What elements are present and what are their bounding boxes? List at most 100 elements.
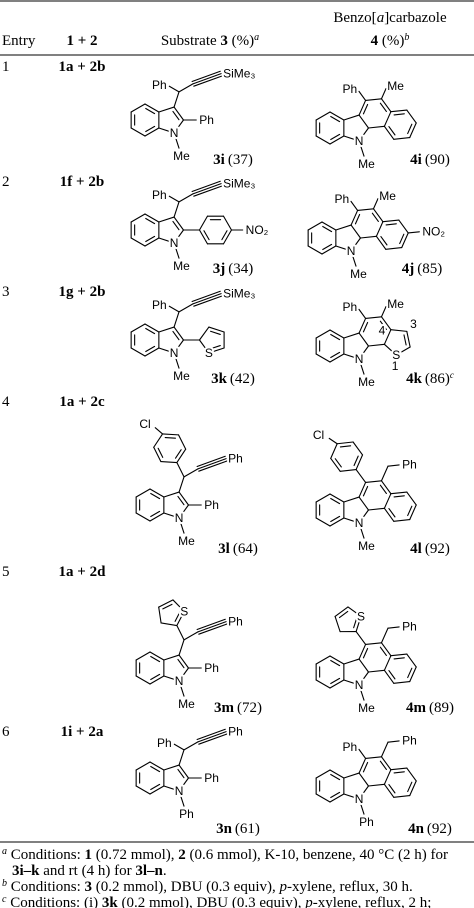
footnote-part: 3k (102, 895, 119, 908)
footnote-part: c (2, 894, 7, 905)
atom-label: Me (358, 157, 375, 171)
bond (178, 654, 190, 669)
bond (330, 351, 341, 359)
bond (174, 449, 182, 459)
bond (178, 491, 190, 506)
bond (358, 332, 370, 347)
bond (380, 465, 389, 482)
bond (322, 243, 333, 251)
bond (160, 461, 178, 464)
bond (176, 610, 185, 627)
atom-label: Me (379, 189, 396, 203)
header-cell: 4 (%)b (371, 32, 410, 50)
bond (315, 329, 331, 339)
bond (329, 111, 345, 121)
atom-label: Cl (139, 417, 150, 431)
atom-label: S (392, 348, 400, 362)
bond (144, 103, 160, 113)
bond (375, 221, 384, 237)
bond (175, 137, 180, 149)
reactants-cell: 1a + 2b (59, 59, 106, 75)
bond (145, 235, 156, 243)
atom-label: N (170, 346, 179, 360)
bond (160, 622, 178, 627)
compound-label: 4m (89) (406, 700, 454, 716)
bond (315, 679, 331, 689)
bond (330, 115, 341, 123)
header-cell-part: a (377, 10, 385, 26)
atom-label: Me (178, 534, 195, 548)
bond (358, 496, 370, 511)
bond (329, 655, 345, 665)
bond (393, 795, 411, 798)
bond (355, 468, 367, 483)
bond (380, 87, 387, 100)
bond (382, 219, 400, 223)
bond (176, 461, 185, 478)
bond (383, 769, 392, 785)
bond (145, 217, 156, 225)
reactants-cell: 1i + 2a (61, 724, 104, 740)
bond (380, 741, 389, 758)
bond (144, 213, 160, 223)
entry-cell: 6 (2, 724, 10, 740)
bond (208, 347, 225, 354)
bond (385, 223, 397, 226)
bond (315, 655, 331, 665)
bond (407, 231, 420, 234)
atom-label: N (175, 784, 184, 798)
atom-label: Ph (343, 300, 358, 314)
bond (158, 127, 175, 134)
bond (144, 323, 160, 333)
bond (387, 464, 400, 467)
bond (173, 91, 180, 108)
footnote: a Conditions: 1 (0.72 mmol), 2 (0.6 mmol… (2, 846, 448, 864)
bond (365, 480, 383, 483)
bond (168, 85, 180, 93)
bond (383, 125, 395, 140)
bond (329, 329, 345, 339)
bond (174, 611, 181, 622)
bond (358, 643, 367, 660)
atom-label: S (180, 604, 188, 618)
footnote-part: 1 (85, 847, 93, 863)
compound-yield: (42) (230, 371, 255, 387)
compound-label: 3j (34) (213, 261, 254, 277)
footnote-part: Conditions: (7, 847, 85, 863)
atom-label: Me (173, 149, 190, 163)
bond (144, 127, 160, 137)
header-cell: Entry (2, 33, 36, 49)
atom-label: Ph (157, 736, 172, 750)
atom-label: Ph (204, 661, 219, 675)
bond (379, 646, 387, 656)
bond (168, 195, 180, 203)
bond (177, 658, 185, 669)
atom-label: Ph (152, 298, 167, 312)
compound-label: 4j (85) (402, 261, 443, 277)
bond (315, 769, 331, 779)
bond (393, 681, 411, 684)
footnote: 3i–k and rt (4 h) for 3l–n. (12, 863, 167, 879)
bond (328, 437, 338, 445)
bond (198, 326, 210, 341)
footnote: b Conditions: 3 (0.2 mmol), DBU (0.3 equ… (2, 878, 413, 896)
atom-label: N (170, 236, 179, 250)
atom-label: Me (387, 79, 404, 93)
bond (388, 126, 396, 136)
footnote-part: p (304, 895, 313, 908)
bond (173, 216, 185, 231)
bond (409, 122, 417, 139)
compound-label: 4n (92) (408, 821, 452, 837)
bond (390, 653, 408, 657)
bond (144, 347, 160, 357)
bond (350, 200, 359, 211)
bond (162, 433, 180, 436)
compound-yield: (85) (417, 261, 442, 277)
bond (362, 761, 369, 773)
bond (393, 519, 411, 522)
header-cell-part: 4 (371, 33, 379, 49)
bond (180, 795, 185, 807)
bond (393, 113, 405, 116)
bond (144, 237, 160, 247)
